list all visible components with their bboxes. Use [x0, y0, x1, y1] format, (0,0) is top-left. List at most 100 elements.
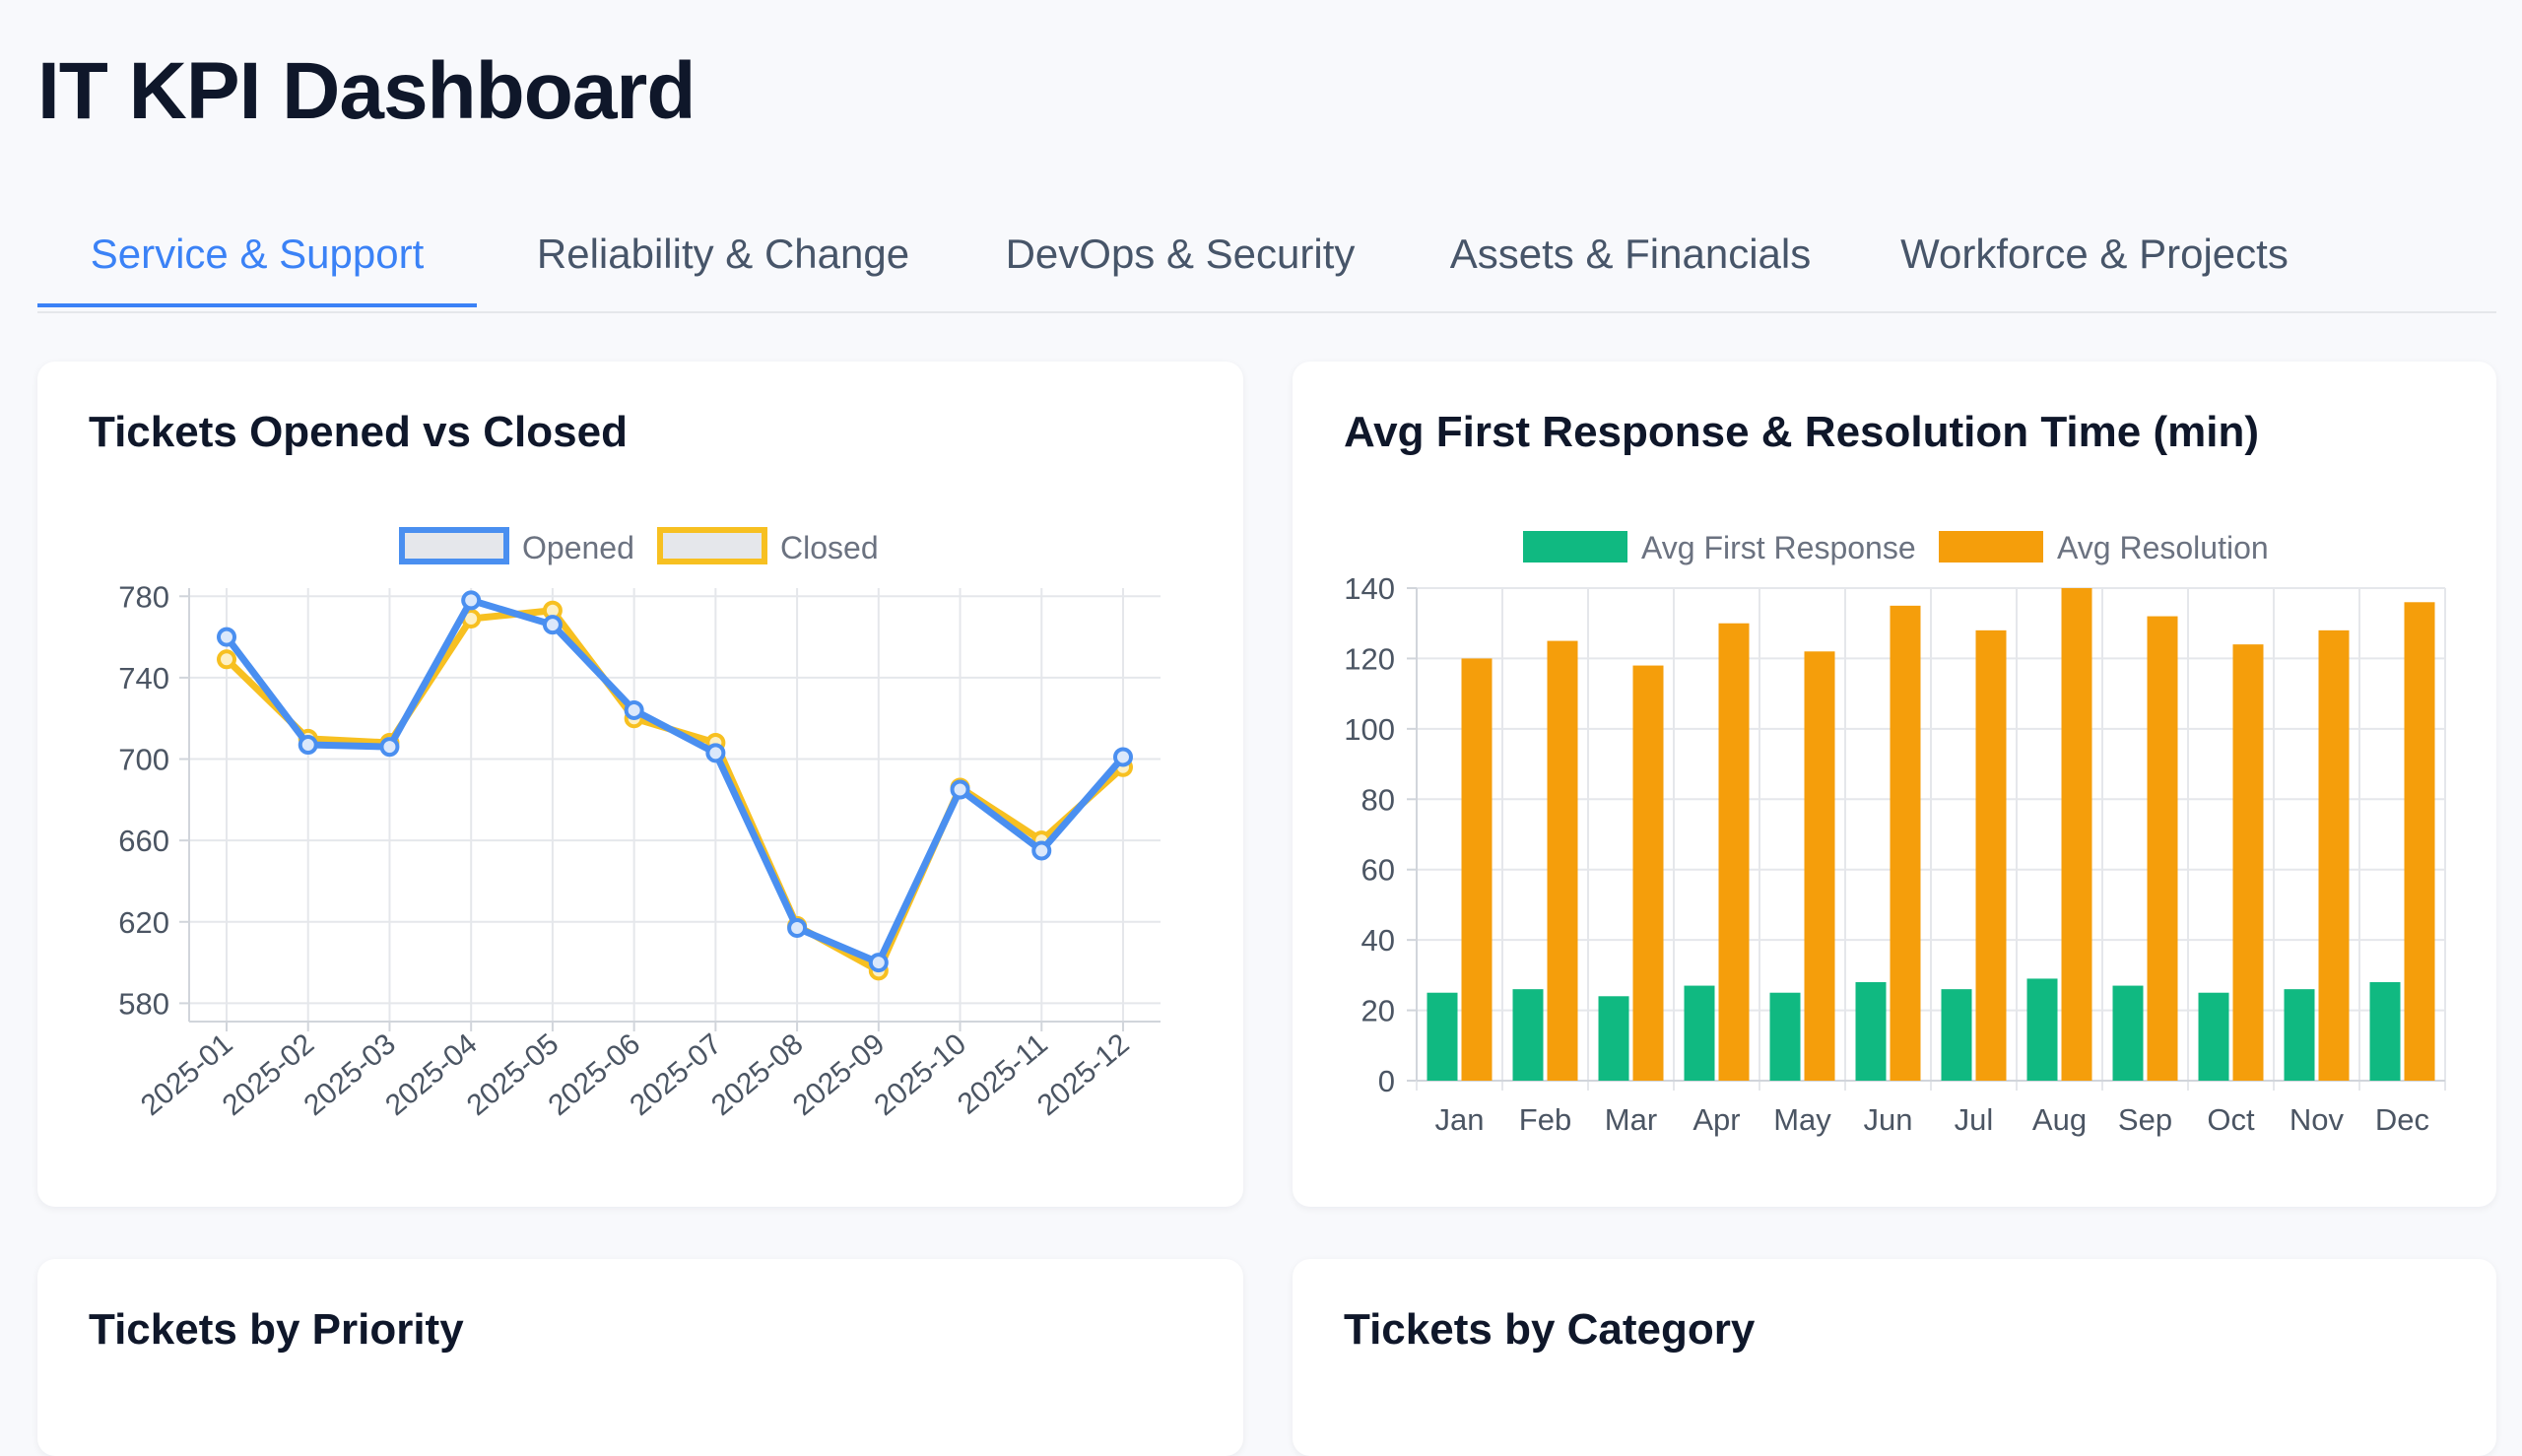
y-tick-label: 580 — [118, 986, 169, 1021]
tickets-by-category-card: Tickets by Category — [1293, 1259, 2496, 1456]
y-tick-label: 80 — [1361, 782, 1395, 817]
tickets-by-priority-card: Tickets by Priority — [37, 1259, 1243, 1456]
x-tick-label: 2025-12 — [1031, 1027, 1136, 1122]
legend-swatch-first-response — [1523, 531, 1627, 563]
x-tick-label: Dec — [2375, 1102, 2429, 1137]
tab-assets-financials[interactable]: Assets & Financials — [1449, 231, 1812, 277]
resolution-bar — [2404, 602, 2435, 1081]
tickets-by-priority-title: Tickets by Priority — [89, 1305, 464, 1354]
first-response-bar — [1769, 992, 1801, 1081]
tab-workforce-projects[interactable]: Workforce & Projects — [1900, 231, 2289, 277]
resolution-bar — [1975, 629, 2007, 1081]
x-tick-label: Feb — [1519, 1102, 1571, 1137]
first-response-bar — [1941, 989, 1972, 1081]
y-tick-label: 0 — [1378, 1064, 1395, 1098]
tickets-by-category-title: Tickets by Category — [1344, 1305, 1756, 1354]
y-tick-label: 700 — [118, 743, 169, 777]
first-response-bar — [2369, 982, 2401, 1081]
x-tick-label: 2025-08 — [705, 1027, 810, 1122]
first-response-bar — [2284, 989, 2315, 1081]
x-tick-label: Aug — [2032, 1102, 2087, 1137]
x-tick-label: Jul — [1955, 1102, 1994, 1137]
response-resolution-chart[interactable]: Avg First Response Avg Resolution 0 20 40 60 8… — [1293, 362, 2496, 1207]
x-tick-label: 2025-05 — [461, 1027, 565, 1122]
y-tick-label: 620 — [118, 905, 169, 940]
first-response-bar — [1512, 989, 1544, 1081]
legend-swatch-opened — [399, 527, 509, 564]
response-resolution-title: Avg First Response & Resolution Time (mi… — [1344, 408, 2260, 456]
legend-label-closed: Closed — [780, 530, 879, 565]
legend-swatch-resolution — [1939, 531, 2043, 563]
y-tick-label: 660 — [118, 824, 169, 858]
legend-label-first-response: Avg First Response — [1641, 530, 1916, 565]
opened-point — [217, 627, 236, 647]
tickets-opened-closed-title: Tickets Opened vs Closed — [89, 408, 628, 456]
x-tick-label: Jan — [1435, 1102, 1485, 1137]
x-tick-label: 2025-03 — [298, 1027, 402, 1122]
y-tick-label: 120 — [1344, 641, 1395, 676]
x-tick-label: Oct — [2207, 1102, 2255, 1137]
opened-point — [542, 615, 563, 635]
x-tick-label: 2025-06 — [543, 1027, 647, 1122]
y-tick-label: 740 — [118, 661, 169, 695]
resolution-bar — [2061, 588, 2092, 1081]
x-tick-label: 2025-04 — [379, 1027, 484, 1122]
opened-point — [379, 737, 400, 758]
x-tick-label: Nov — [2290, 1102, 2345, 1137]
opened-point — [868, 953, 889, 973]
y-tick-label: 100 — [1344, 712, 1395, 747]
tab-service-support[interactable]: Service & Support — [37, 225, 477, 307]
first-response-bar — [1598, 996, 1629, 1081]
x-tick-label: May — [1773, 1102, 1831, 1137]
resolution-bar — [1804, 651, 1835, 1081]
page-title: IT KPI Dashboard — [37, 46, 696, 136]
y-tick-label: 780 — [118, 579, 169, 614]
legend-label-resolution: Avg Resolution — [2057, 530, 2269, 565]
opened-point — [705, 743, 726, 763]
y-tick-label: 140 — [1344, 571, 1395, 606]
tab-reliability-change[interactable]: Reliability & Change — [536, 231, 910, 277]
y-tick-label: 60 — [1361, 853, 1395, 888]
resolution-bar — [2232, 644, 2264, 1081]
x-tick-label: 2025-10 — [868, 1027, 972, 1122]
opened-point — [787, 917, 808, 938]
tickets-opened-closed-card: Tickets Opened vs Closed Opened Closed 580… — [37, 362, 1243, 1207]
opened-point — [624, 699, 644, 720]
resolution-bar — [1890, 605, 1921, 1081]
legend-label-opened: Opened — [522, 530, 634, 565]
first-response-bar — [1427, 992, 1458, 1081]
first-response-bar — [2026, 978, 2058, 1081]
legend-swatch-closed — [657, 527, 767, 564]
opened-point — [950, 779, 970, 800]
opened-series-line — [224, 596, 1126, 966]
resolution-bar — [1718, 623, 1750, 1081]
x-tick-label: 2025-02 — [217, 1027, 321, 1122]
x-tick-label: Mar — [1605, 1102, 1657, 1137]
resolution-bar — [1547, 640, 1578, 1081]
first-response-bar — [1684, 985, 1715, 1081]
first-response-bar — [1855, 982, 1887, 1081]
x-tick-label: 2025-09 — [787, 1027, 892, 1122]
y-tick-label: 40 — [1361, 923, 1395, 958]
x-tick-label: Sep — [2118, 1102, 2172, 1137]
tab-devops-security[interactable]: DevOps & Security — [1005, 231, 1356, 277]
first-response-bar — [2112, 985, 2144, 1081]
y-tick-label: 20 — [1361, 994, 1395, 1028]
resolution-bar — [2147, 616, 2178, 1081]
closed-point — [217, 649, 236, 670]
tab-bar: Service & Support Reliability & Change D… — [37, 225, 2496, 313]
opened-point — [461, 590, 482, 611]
first-response-bar — [2198, 992, 2229, 1081]
tickets-opened-closed-chart[interactable]: Opened Closed5806206607007407802025-01202… — [37, 362, 1243, 1207]
resolution-bar — [1461, 658, 1493, 1081]
opened-point — [298, 735, 318, 756]
x-tick-label: Apr — [1692, 1102, 1740, 1137]
opened-point — [1031, 840, 1052, 861]
x-tick-label: 2025-01 — [135, 1027, 239, 1122]
closed-series-line — [224, 607, 1126, 974]
resolution-bar — [2318, 629, 2350, 1081]
x-tick-label: Jun — [1864, 1102, 1913, 1137]
x-tick-label: 2025-07 — [624, 1027, 728, 1122]
opened-point — [1113, 747, 1133, 767]
response-resolution-card: Avg First Response & Resolution Time (mi… — [1293, 362, 2496, 1207]
